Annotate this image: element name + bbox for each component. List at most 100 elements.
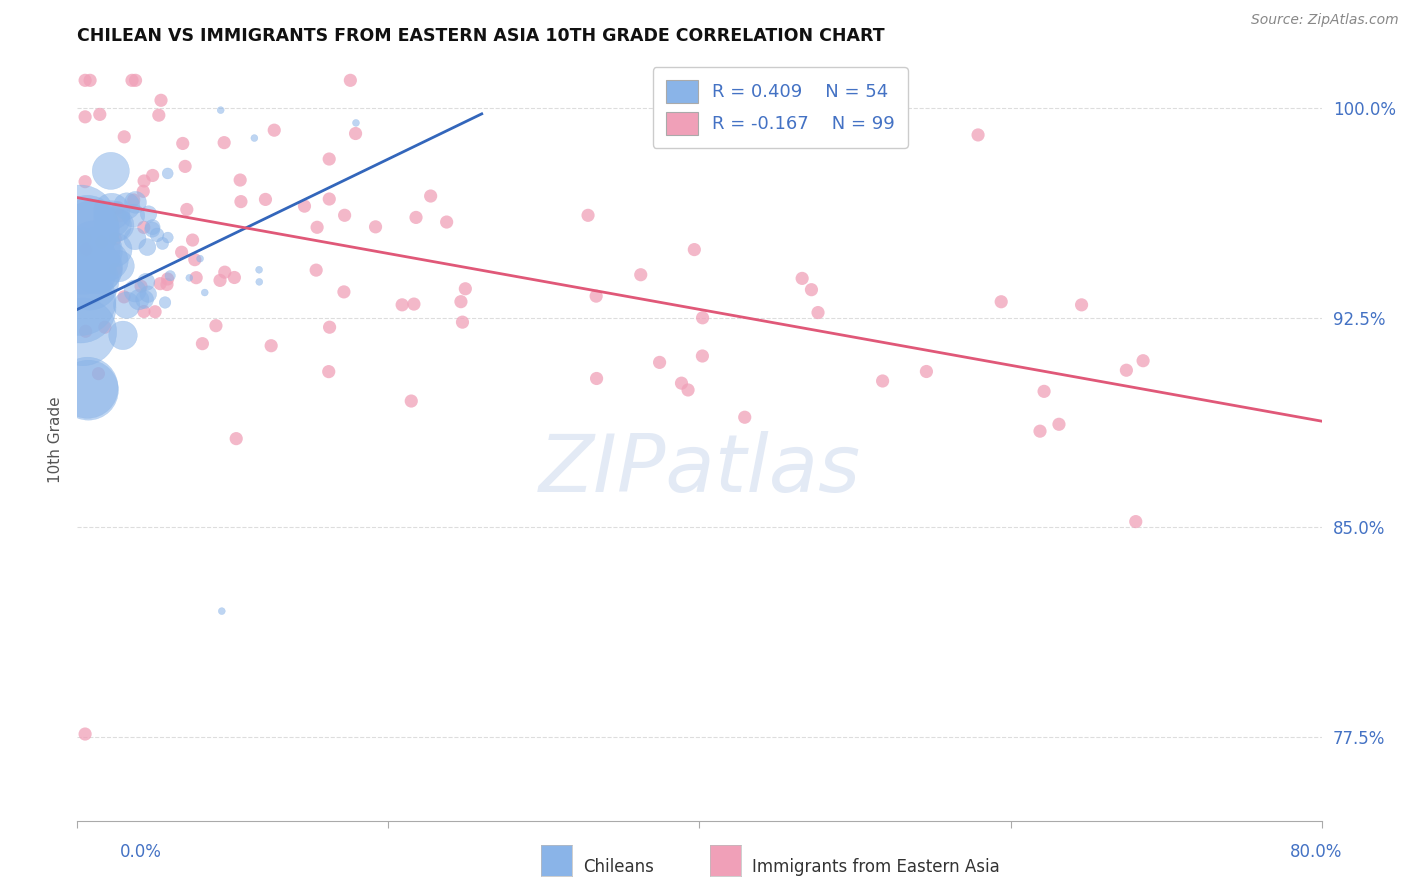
Point [344,116,367,130]
Point [692,310,714,325]
Point [129,279,152,293]
Point [107,201,129,215]
Point [75,243,97,257]
Point [97,253,120,268]
Point [683,243,706,257]
Text: Chileans: Chileans [583,858,654,876]
Point [142,220,165,235]
Point [124,195,146,210]
Point [104,243,127,257]
Text: 0.0%: 0.0% [120,843,162,861]
Point [186,270,208,285]
Point [419,189,441,203]
Point [159,268,181,283]
Point [307,220,329,235]
Point [1029,424,1052,438]
Point [79,274,101,288]
Point [128,293,150,307]
Point [967,128,990,142]
Point [100,211,122,226]
Point [72,254,94,268]
Text: Immigrants from Eastern Asia: Immigrants from Eastern Asia [752,858,1000,876]
Point [149,277,172,291]
Point [75,73,97,87]
Point [318,320,340,334]
Point [150,93,173,107]
Point [76,242,98,256]
Text: 80.0%: 80.0% [1291,843,1343,861]
Point [100,164,122,178]
Point [76,381,98,395]
Point [364,219,387,234]
Point [77,383,100,397]
Point [148,108,170,122]
Text: Source: ZipAtlas.com: Source: ZipAtlas.com [1251,13,1399,28]
Point [247,275,270,289]
Point [1033,384,1056,399]
Point [214,265,236,279]
Legend: R = 0.409    N = 54, R = -0.167    N = 99: R = 0.409 N = 54, R = -0.167 N = 99 [652,67,908,148]
Text: CHILEAN VS IMMIGRANTS FROM EASTERN ASIA 10TH GRADE CORRELATION CHART: CHILEAN VS IMMIGRANTS FROM EASTERN ASIA … [77,28,884,45]
Point [136,287,159,301]
Point [87,260,110,275]
Point [142,169,165,183]
Point [194,285,217,300]
Point [576,208,599,222]
Point [344,127,367,141]
Point [247,262,270,277]
Point [915,364,938,378]
Point [184,252,207,267]
Point [454,282,477,296]
Point [115,298,138,312]
Point [172,136,194,151]
Point [170,245,193,260]
Point [1132,353,1154,368]
Point [671,376,693,391]
Point [1125,515,1147,529]
Point [80,222,103,236]
Point [243,131,266,145]
Point [136,240,159,254]
Point [692,349,714,363]
Point [156,272,179,286]
Point [108,209,131,223]
Point [676,383,699,397]
Point [224,270,246,285]
Text: ZIPatlas: ZIPatlas [538,431,860,508]
Point [399,394,422,409]
Point [132,185,155,199]
Point [1070,298,1092,312]
Point [122,193,145,207]
Point [294,199,316,213]
Point [124,73,146,87]
Point [436,215,458,229]
Point [115,199,138,213]
Point [156,166,179,180]
Point [69,293,91,307]
Y-axis label: 10th Grade: 10th Grade [48,396,63,483]
Point [181,233,204,247]
Point [1047,417,1070,432]
Point [402,297,425,311]
Point [333,208,356,222]
Point [79,73,101,87]
Point [205,318,228,333]
Point [339,73,361,87]
Point [872,374,894,388]
Point [585,371,607,385]
Point [83,241,105,255]
Point [134,293,156,307]
Point [76,219,98,233]
Point [124,284,146,298]
Point [254,193,277,207]
Point [104,262,127,277]
Point [648,355,671,369]
Point [112,290,135,304]
Point [86,261,108,276]
Point [124,232,146,246]
Point [75,175,97,189]
Point [94,320,117,334]
Point [77,222,100,236]
Point [75,231,97,245]
Point [990,294,1012,309]
